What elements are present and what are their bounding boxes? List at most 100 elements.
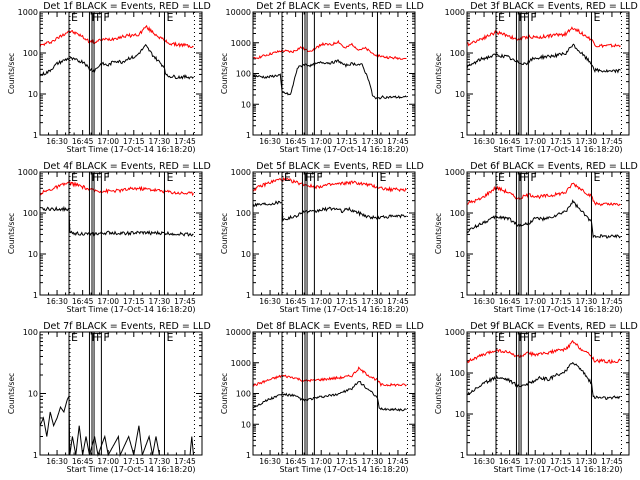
x-tick-label: 16:45 <box>72 137 94 146</box>
series-line-events <box>466 199 621 239</box>
x-tick-label: 17:30 <box>576 297 598 306</box>
x-tick-label: 16:30 <box>259 137 281 146</box>
marker-label: E <box>166 11 173 24</box>
x-tick-label: 16:30 <box>46 297 68 306</box>
marker-label: E <box>593 171 600 184</box>
y-tick-label: 1 <box>246 451 251 460</box>
marker-label: F <box>103 331 109 344</box>
x-axis-label: Start Time (17-Oct-14 16:18:20) <box>66 465 195 474</box>
plot-frame <box>39 171 203 296</box>
series-line-events <box>252 200 407 223</box>
y-axis-label: Counts/sec <box>434 53 443 94</box>
y-tick-label: 1000 <box>18 8 38 17</box>
plot-frame <box>466 171 630 296</box>
x-tick-label: 17:15 <box>336 137 358 146</box>
x-tick-label: 16:45 <box>285 297 307 306</box>
marker-label: F <box>518 11 524 24</box>
y-tick-label: 10 <box>28 90 38 99</box>
marker-label: E <box>498 331 505 344</box>
series-line-lld <box>466 26 621 49</box>
y-tick-label: 1 <box>246 131 251 140</box>
x-tick-label: 17:30 <box>576 457 598 466</box>
y-tick-label: 10 <box>241 420 251 429</box>
marker-label: F <box>523 331 529 344</box>
chart-title: Det 7f BLACK = Events, RED = LLD <box>43 321 211 332</box>
series-line-lld <box>39 181 194 197</box>
x-tick-label: 17:45 <box>174 297 196 306</box>
x-axis-label: Start Time (17-Oct-14 16:18:20) <box>66 305 195 314</box>
x-axis-label: Start Time (17-Oct-14 16:18:20) <box>279 145 408 154</box>
y-tick-label: 10 <box>241 100 251 109</box>
y-tick-label: 1 <box>460 131 465 140</box>
plot-frame <box>252 171 416 296</box>
x-tick-label: 16:45 <box>499 457 521 466</box>
x-tick-label: 17:00 <box>97 457 119 466</box>
x-tick-label: 17:15 <box>550 297 572 306</box>
x-tick-label: 17:15 <box>550 457 572 466</box>
x-tick-label: 16:45 <box>499 137 521 146</box>
x-tick-label: 17:45 <box>387 457 409 466</box>
x-tick-label: 16:45 <box>285 457 307 466</box>
y-tick-label: 10 <box>455 410 465 419</box>
series-line-lld <box>466 339 621 364</box>
chart-panel-9: Det 9f BLACK = Events, RED = LLD Counts/s… <box>434 321 638 474</box>
marker-label: F <box>96 11 102 24</box>
x-tick-label: 17:00 <box>97 297 119 306</box>
marker-label: E <box>71 331 78 344</box>
x-tick-label: 17:15 <box>336 297 358 306</box>
marker-label: F <box>309 171 315 184</box>
marker-label: F <box>103 11 109 24</box>
y-tick-label: 100 <box>236 390 251 399</box>
plot-frame <box>39 11 203 136</box>
marker-label: F <box>91 171 97 184</box>
marker-label: F <box>518 171 524 184</box>
chart-panel-4: Det 4f BLACK = Events, RED = LLD Counts/s… <box>7 161 211 314</box>
chart-title: Det 3f BLACK = Events, RED = LLD <box>470 1 638 12</box>
chart-title: Det 1f BLACK = Events, RED = LLD <box>43 1 211 12</box>
marker-label: F <box>518 331 524 344</box>
marker-label: E <box>593 331 600 344</box>
y-tick-label: 10 <box>28 250 38 259</box>
y-tick-label: 100 <box>23 328 38 337</box>
plot-frame <box>466 11 630 136</box>
marker-label: F <box>96 171 102 184</box>
x-tick-label: 17:30 <box>362 457 384 466</box>
marker-label: F <box>530 171 536 184</box>
x-tick-label: 17:00 <box>524 137 546 146</box>
chart-panel-8: Det 8f BLACK = Events, RED = LLD Counts/s… <box>220 321 424 474</box>
x-tick-label: 17:15 <box>123 297 145 306</box>
x-tick-label: 17:30 <box>149 297 171 306</box>
marker-label: E <box>498 171 505 184</box>
marker-label: F <box>316 171 322 184</box>
y-tick-label: 10 <box>241 250 251 259</box>
x-axis-label: Start Time (17-Oct-14 16:18:20) <box>279 305 408 314</box>
series-line-lld <box>252 176 407 193</box>
chart-panel-1: Det 1f BLACK = Events, RED = LLD Counts/s… <box>7 1 211 154</box>
x-tick-label: 16:30 <box>473 457 495 466</box>
x-tick-label: 16:30 <box>46 457 68 466</box>
y-tick-label: 1000 <box>445 8 465 17</box>
marker-label: E <box>379 171 386 184</box>
x-tick-label: 17:00 <box>310 137 332 146</box>
chart-title: Det 2f BLACK = Events, RED = LLD <box>256 1 424 12</box>
series-line-events <box>39 205 194 237</box>
chart-panel-6: Det 6f BLACK = Events, RED = LLD Counts/s… <box>434 161 638 314</box>
x-tick-label: 17:30 <box>576 137 598 146</box>
x-tick-label: 17:00 <box>524 297 546 306</box>
series-line-lld <box>466 182 621 207</box>
series-line-events <box>39 394 194 457</box>
y-tick-label: 1000 <box>231 359 251 368</box>
y-tick-label: 10 <box>28 390 38 399</box>
y-tick-label: 1 <box>246 291 251 300</box>
chart-title: Det 8f BLACK = Events, RED = LLD <box>256 321 424 332</box>
y-tick-label: 100 <box>236 70 251 79</box>
chart-title: Det 4f BLACK = Events, RED = LLD <box>43 161 211 172</box>
x-tick-label: 17:45 <box>601 457 623 466</box>
y-tick-label: 1 <box>33 451 38 460</box>
y-tick-label: 100 <box>450 209 465 218</box>
x-tick-label: 17:30 <box>362 137 384 146</box>
x-axis-label: Start Time (17-Oct-14 16:18:20) <box>493 465 622 474</box>
x-tick-label: 17:00 <box>97 137 119 146</box>
y-axis-label: Counts/sec <box>434 373 443 414</box>
